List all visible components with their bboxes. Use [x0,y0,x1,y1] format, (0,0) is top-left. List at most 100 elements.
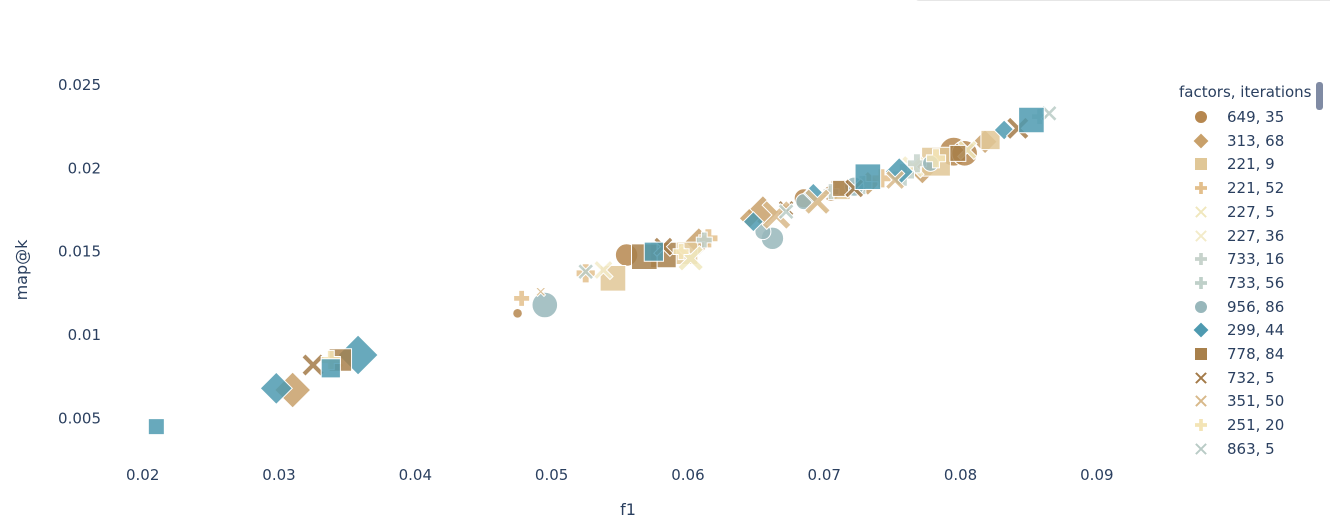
data-point[interactable] [147,418,165,436]
legend-marker[interactable] [1193,441,1209,457]
data-point[interactable] [320,358,341,379]
x-tick-label: 0.06 [671,466,704,484]
data-point[interactable] [742,210,765,233]
data-point[interactable] [259,371,293,406]
x-tick-label: 0.05 [535,466,568,484]
data-point[interactable] [672,243,690,261]
legend-marker[interactable] [1194,157,1208,172]
legend-item[interactable]: 733, 56 [1170,272,1310,294]
y-tick-label: 0.025 [58,76,101,94]
legend-label: 733, 56 [1227,273,1285,292]
legend-item[interactable]: 221, 52 [1170,177,1310,199]
data-point[interactable] [695,231,713,249]
legend-label: 221, 9 [1227,155,1275,174]
data-point[interactable] [513,289,531,307]
x-tick-label: 0.04 [399,466,432,484]
data-point[interactable] [980,129,1001,151]
legend-label: 956, 86 [1227,297,1285,316]
circle-marker-icon [1194,299,1208,314]
data-point[interactable] [949,144,967,162]
legend-label: 227, 36 [1227,226,1285,245]
cross-marker-icon [1194,181,1208,196]
y-tick-label: 0.005 [58,409,101,427]
x-axis-title: f1 [620,500,636,519]
x-tick-label: 0.07 [808,466,841,484]
data-point[interactable] [906,153,928,174]
legend-item[interactable]: 732, 5 [1170,367,1310,389]
data-point[interactable] [535,286,547,298]
cross-marker-icon [1194,275,1208,290]
legend-label: 351, 50 [1227,392,1285,411]
legend-marker[interactable] [1194,299,1208,314]
legend-item[interactable]: 227, 5 [1170,201,1310,223]
legend-marker[interactable] [1192,321,1210,340]
data-point[interactable] [1018,106,1045,134]
cross-marker-icon [1194,418,1208,433]
legend-marker[interactable] [1193,370,1209,385]
legend-marker[interactable] [1193,394,1209,409]
data-point[interactable] [512,308,523,319]
x-marker-icon [1193,441,1209,457]
legend-item[interactable]: 221, 9 [1170,153,1310,175]
legend-item[interactable]: 956, 86 [1170,296,1310,318]
data-point[interactable] [576,262,595,281]
legend-item[interactable]: 733, 16 [1170,248,1310,270]
legend-label: 863, 5 [1227,439,1275,458]
legend-label: 313, 68 [1227,131,1285,150]
data-point[interactable] [1040,104,1058,123]
data-point[interactable] [777,202,795,221]
x-marker-icon [1193,394,1209,409]
legend-title: factors, iterations [1179,83,1312,101]
y-axis: 0.005 0.01 0.015 0.02 0.025 [58,76,101,427]
series-14 [576,104,1058,281]
data-point[interactable] [643,241,664,262]
legend-item[interactable]: 778, 84 [1170,343,1310,365]
y-tick-label: 0.015 [58,243,101,261]
legend-item[interactable]: 649, 35 [1170,106,1310,128]
cross-marker-icon [1194,252,1208,267]
x-marker-icon [1193,228,1209,243]
x-marker-icon [1193,370,1209,385]
data-point[interactable] [301,353,325,377]
legend-label: 251, 20 [1227,416,1285,435]
legend-marker[interactable] [1193,204,1209,220]
legend: factors, iterations 649, 35 313, 68 221, 9… [1170,80,1320,460]
legend-marker[interactable] [1194,181,1208,196]
data-point[interactable] [884,169,906,191]
x-tick-label: 0.09 [1080,466,1113,484]
diamond-marker-icon [1192,321,1210,340]
legend-item[interactable]: 351, 50 [1170,390,1310,412]
legend-marker[interactable] [1192,131,1210,150]
x-tick-label: 0.08 [944,466,977,484]
plot-area[interactable] [147,104,1058,436]
data-point[interactable] [925,148,947,169]
legend-label: 732, 5 [1227,368,1275,387]
legend-item[interactable]: 863, 5 [1170,438,1310,460]
legend-label: 649, 35 [1227,108,1285,126]
data-point[interactable] [803,188,831,216]
legend-label: 778, 84 [1227,345,1285,363]
legend-item[interactable]: 299, 44 [1170,319,1310,341]
legend-marker[interactable] [1194,252,1208,267]
legend-item[interactable]: 313, 68 [1170,130,1310,152]
square-marker-icon [1194,157,1208,172]
legend-label: 221, 52 [1227,179,1285,198]
legend-item[interactable]: 251, 20 [1170,414,1310,436]
diamond-marker-icon [1192,131,1210,150]
legend-marker[interactable] [1194,110,1208,124]
circle-marker-icon [1194,110,1208,124]
legend-marker[interactable] [1193,228,1209,243]
data-point[interactable] [593,259,614,281]
data-point[interactable] [531,291,559,319]
data-point[interactable] [854,163,882,190]
legend-marker[interactable] [1194,275,1208,290]
legend-item[interactable]: 227, 36 [1170,225,1310,247]
square-marker-icon [1194,347,1208,361]
legend-marker[interactable] [1194,347,1208,361]
legend-scrollbar[interactable] [1316,82,1323,110]
legend-label: 299, 44 [1227,321,1285,340]
series-15 [147,106,1045,436]
legend-marker[interactable] [1194,418,1208,433]
legend-label: 733, 16 [1227,250,1285,269]
